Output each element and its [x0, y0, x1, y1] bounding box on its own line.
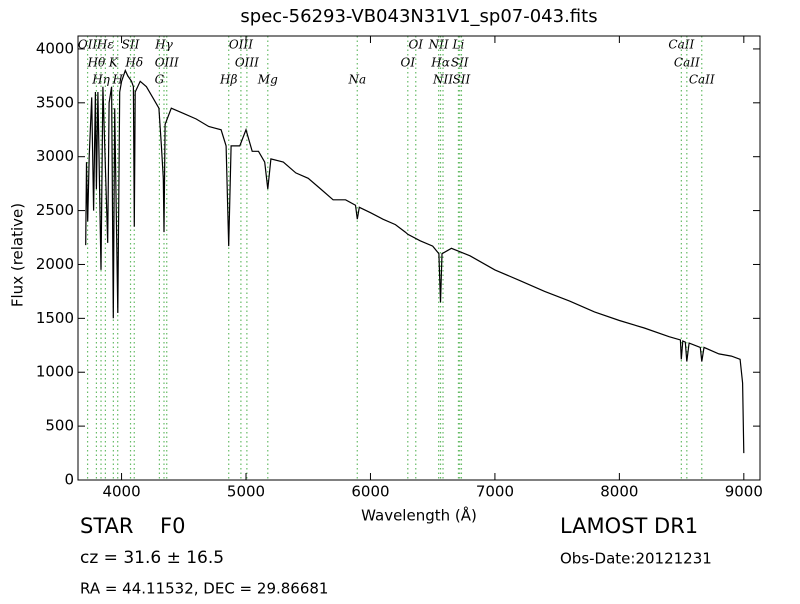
spectral-line-label: SII — [122, 38, 140, 52]
subclass: F0 — [160, 514, 185, 538]
spectral-line-label: Hδ — [124, 56, 143, 70]
spectral-line-label: H — [111, 73, 123, 87]
spectral-line-label: Li — [452, 38, 465, 52]
spectral-line-label: OI — [408, 38, 423, 52]
spectral-line-label: K — [108, 56, 119, 70]
x-tick-label: 5000 — [227, 483, 265, 501]
spectral-line-label: SII — [453, 73, 471, 87]
y-tick-label: 3000 — [36, 147, 74, 165]
y-tick-label: 4000 — [36, 39, 74, 57]
x-tick-label: 9000 — [725, 483, 763, 501]
plot-frame — [77, 35, 761, 481]
x-tick-label: 8000 — [600, 483, 638, 501]
x-tick-label: 6000 — [351, 483, 389, 501]
spectral-line-label: Mg — [257, 73, 278, 87]
spectral-line-label: Hγ — [154, 38, 173, 52]
y-tick-label: 2000 — [36, 255, 74, 273]
obs-date: Obs-Date:20121231 — [560, 550, 712, 568]
spectral-line-label: CaII — [668, 38, 694, 52]
spectral-line-label: OIII — [155, 56, 179, 70]
y-tick-label: 500 — [45, 417, 74, 435]
y-tick-label: 1000 — [36, 363, 74, 381]
spectral-line-label: NII — [432, 73, 453, 87]
spectral-line-label: Na — [347, 73, 366, 87]
spectral-line-label: NII — [428, 38, 449, 52]
redshift: cz = 31.6 ± 16.5 — [80, 548, 224, 568]
spectral-line-label: Hβ — [219, 73, 237, 87]
spectral-line-label: SII — [451, 56, 469, 70]
survey: LAMOST DR1 — [560, 514, 698, 538]
coordinates: RA = 44.11532, DEC = 29.86681 — [80, 580, 328, 598]
y-tick-label: 1500 — [36, 309, 74, 327]
spectrum-line — [85, 68, 745, 454]
y-tick-label: 0 — [64, 471, 74, 489]
spectral-line-label: Hθ — [87, 56, 106, 70]
x-tick-label: 7000 — [476, 483, 514, 501]
spectral-line-label: G — [155, 73, 165, 87]
x-tick-label: 4000 — [102, 483, 140, 501]
spectral-line-label: OII — [78, 38, 98, 52]
object-class: STAR — [80, 514, 133, 538]
y-axis-label: Flux (relative) — [9, 203, 27, 307]
spectral-line-label: Hη — [91, 73, 110, 87]
chart-title: spec-56293-VB043N31V1_sp07-043.fits — [240, 6, 597, 27]
x-axis-label: Wavelength (Å) — [361, 506, 477, 525]
spectral-line-label: OIII — [229, 38, 253, 52]
spectral-line-label: Hε — [96, 38, 114, 52]
spectral-line-label: Hα — [430, 56, 450, 70]
spectral-line-label: OIII — [235, 56, 259, 70]
y-tick-label: 2500 — [36, 201, 74, 219]
y-tick-label: 3500 — [36, 93, 74, 111]
spectral-line-label: CaII — [674, 56, 700, 70]
spectral-line-label: CaII — [689, 73, 715, 87]
spectral-line-label: OI — [401, 56, 416, 70]
